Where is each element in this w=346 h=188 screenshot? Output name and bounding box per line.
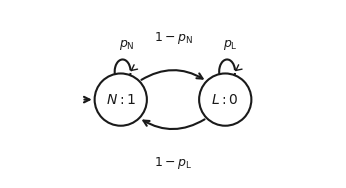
Text: $p_{\mathrm{L}}$: $p_{\mathrm{L}}$ xyxy=(224,38,238,52)
Circle shape xyxy=(94,74,147,126)
Text: $1 - p_{\mathrm{L}}$: $1 - p_{\mathrm{L}}$ xyxy=(154,155,192,171)
Text: $N:1$: $N:1$ xyxy=(106,93,136,107)
Circle shape xyxy=(199,74,252,126)
Text: $1 - p_{\mathrm{N}}$: $1 - p_{\mathrm{N}}$ xyxy=(154,30,192,46)
Text: $p_{\mathrm{N}}$: $p_{\mathrm{N}}$ xyxy=(119,38,134,52)
Text: $L:0$: $L:0$ xyxy=(211,93,239,107)
